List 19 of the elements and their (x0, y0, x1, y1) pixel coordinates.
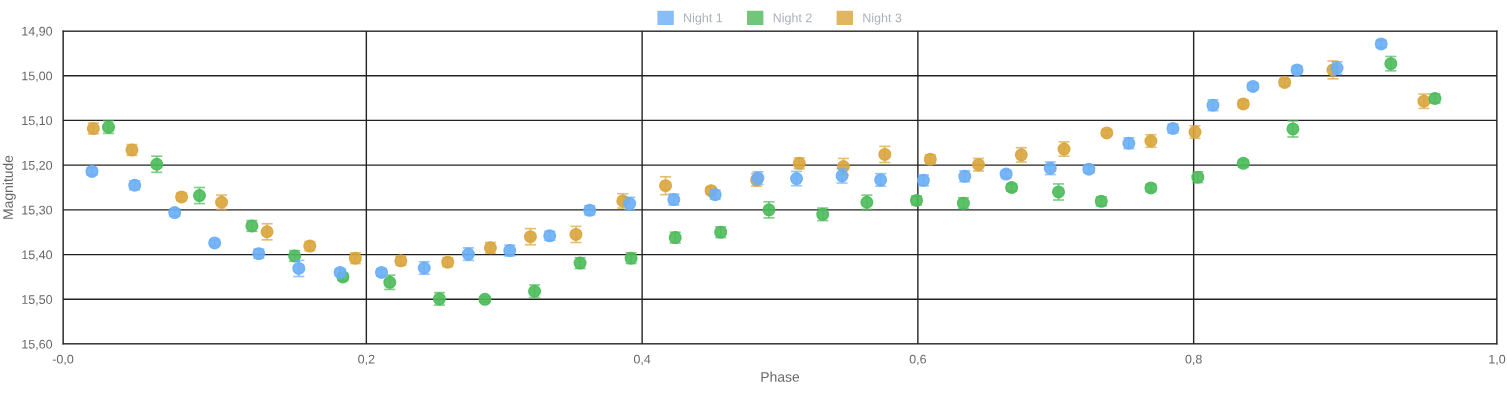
y-tick-label: 14,90 (22, 26, 53, 38)
x-axis-title: Phase (761, 371, 800, 382)
x-tick-label: 0,8 (1185, 354, 1202, 366)
y-tick-label: 15,00 (22, 71, 53, 82)
x-tick-label: -0,0 (52, 354, 74, 366)
x-tick-label: 0,4 (633, 354, 651, 366)
legend-label: Night 2 (773, 13, 812, 25)
y-axis-title: Magnitude (2, 155, 16, 219)
x-tick-label: 0,6 (909, 354, 927, 366)
legend-label: Night 3 (863, 13, 902, 25)
y-tick-label: 15,30 (22, 205, 53, 216)
legend-label: Night 1 (684, 13, 723, 25)
y-tick-label: 15,40 (22, 250, 53, 261)
x-tick-label: 1,0 (1489, 354, 1506, 366)
y-tick-label: 15,10 (22, 116, 53, 127)
y-tick-label: 15,60 (22, 339, 53, 351)
y-tick-label: 15,50 (22, 295, 53, 306)
y-tick-label: 15,20 (22, 160, 53, 172)
x-tick-label: 0,2 (358, 354, 375, 366)
